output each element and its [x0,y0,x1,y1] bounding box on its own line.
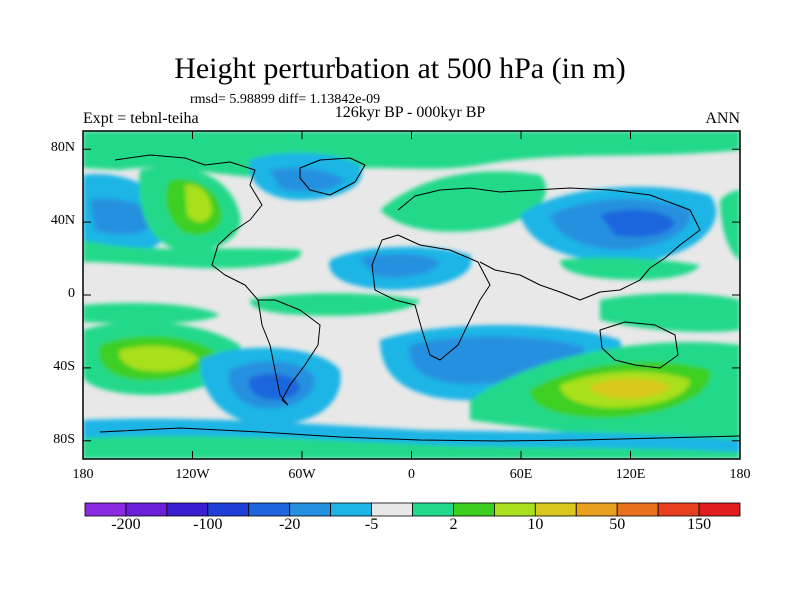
coastlines [99,154,740,442]
colorbar [84,502,741,517]
colorbar-label-2: -20 [279,516,301,533]
map-title: Height perturbation at 500 hPa (in m) [174,52,626,85]
colorbar-swatch-14 [657,502,700,517]
season-label: ANN [705,110,740,127]
colorbar-swatch-4 [248,502,291,517]
lon-label-5: 120E [615,467,646,482]
south-australia-positive-core [590,378,670,399]
greenland-negative-core [270,168,345,192]
lat-label-4: 80S [53,431,75,447]
colorbar-swatch-7 [371,502,413,517]
africa-coastline [371,234,491,361]
colorbar-swatch-13 [616,502,659,517]
north-africa-negative-core [360,253,440,278]
north-america-coastline [114,154,263,301]
west-pacific-tropics-positive [600,293,740,332]
lon-label-4: 60E [509,467,533,482]
contour-field [83,131,740,459]
colorbar-swatch-5 [289,502,332,517]
australia-coastline [599,321,679,369]
north-pacific-negative-mid [90,198,155,235]
colorbar-label-0: -200 [111,516,141,533]
colorbar-swatch-3 [207,502,250,517]
colorbar-swatch-1 [125,502,168,517]
south-america-east-coastline [258,299,321,406]
lon-label-2: 60W [288,467,316,482]
colorbar-label-3: -5 [364,516,379,533]
experiment-label: Expt = tebnl-teiha [83,110,199,127]
colorbar-swatch-2 [166,502,209,517]
colorbar-swatch-10 [493,502,536,517]
colorbar-label-4: 2 [449,516,458,533]
north-america-positive-core [185,184,212,223]
south-america-west-coastline [257,299,289,406]
colorbar-swatch-6 [330,502,372,517]
lon-label-6: 180 [729,467,751,482]
colorbar-swatch-0 [84,502,127,517]
lat-label-1: 40N [50,213,75,229]
lat-label-3: 40S [53,358,75,374]
dateline-positive [720,190,740,260]
asia-positive-strip [560,257,700,280]
period-label: 126kyr BP - 000kyr BP [334,104,486,121]
colorbar-swatch-11 [534,502,577,517]
equatorial-atlantic-positive [250,293,420,316]
axis-ticks [82,131,741,459]
arctic-positive-band [83,131,740,178]
lon-label-0: 180 [72,467,94,482]
colorbar-label-6: 50 [609,516,626,533]
subtropical-positive-strip [83,240,302,269]
lon-label-1: 120W [175,467,210,482]
equatorial-pacific-positive [83,303,220,324]
colorbar-swatch-15 [698,502,741,517]
colorbar-label-7: 150 [687,516,712,533]
colorbar-label-1: -100 [193,516,223,533]
antarctic-positive-band [83,435,740,459]
lon-label-3: 0 [408,467,415,482]
south-pacific-positive-core [119,345,198,372]
colorbar-label-5: 10 [527,516,544,533]
colorbar-swatch-8 [412,502,454,517]
south-america-negative-core [248,373,300,400]
eurasia-coastline [397,187,701,301]
lat-label-2: 0 [68,286,75,301]
west-pacific-negative-core [600,209,675,238]
stats-label: rmsd= 5.98899 diff= 1.13842e-09 [190,92,381,107]
greenland-coastline [299,157,366,196]
colorbar-swatch-9 [453,502,495,517]
colorbar-swatch-12 [575,502,618,517]
antarctica-coastline [99,427,740,442]
europe-positive [380,171,547,232]
lat-label-0: 80N [50,140,75,156]
